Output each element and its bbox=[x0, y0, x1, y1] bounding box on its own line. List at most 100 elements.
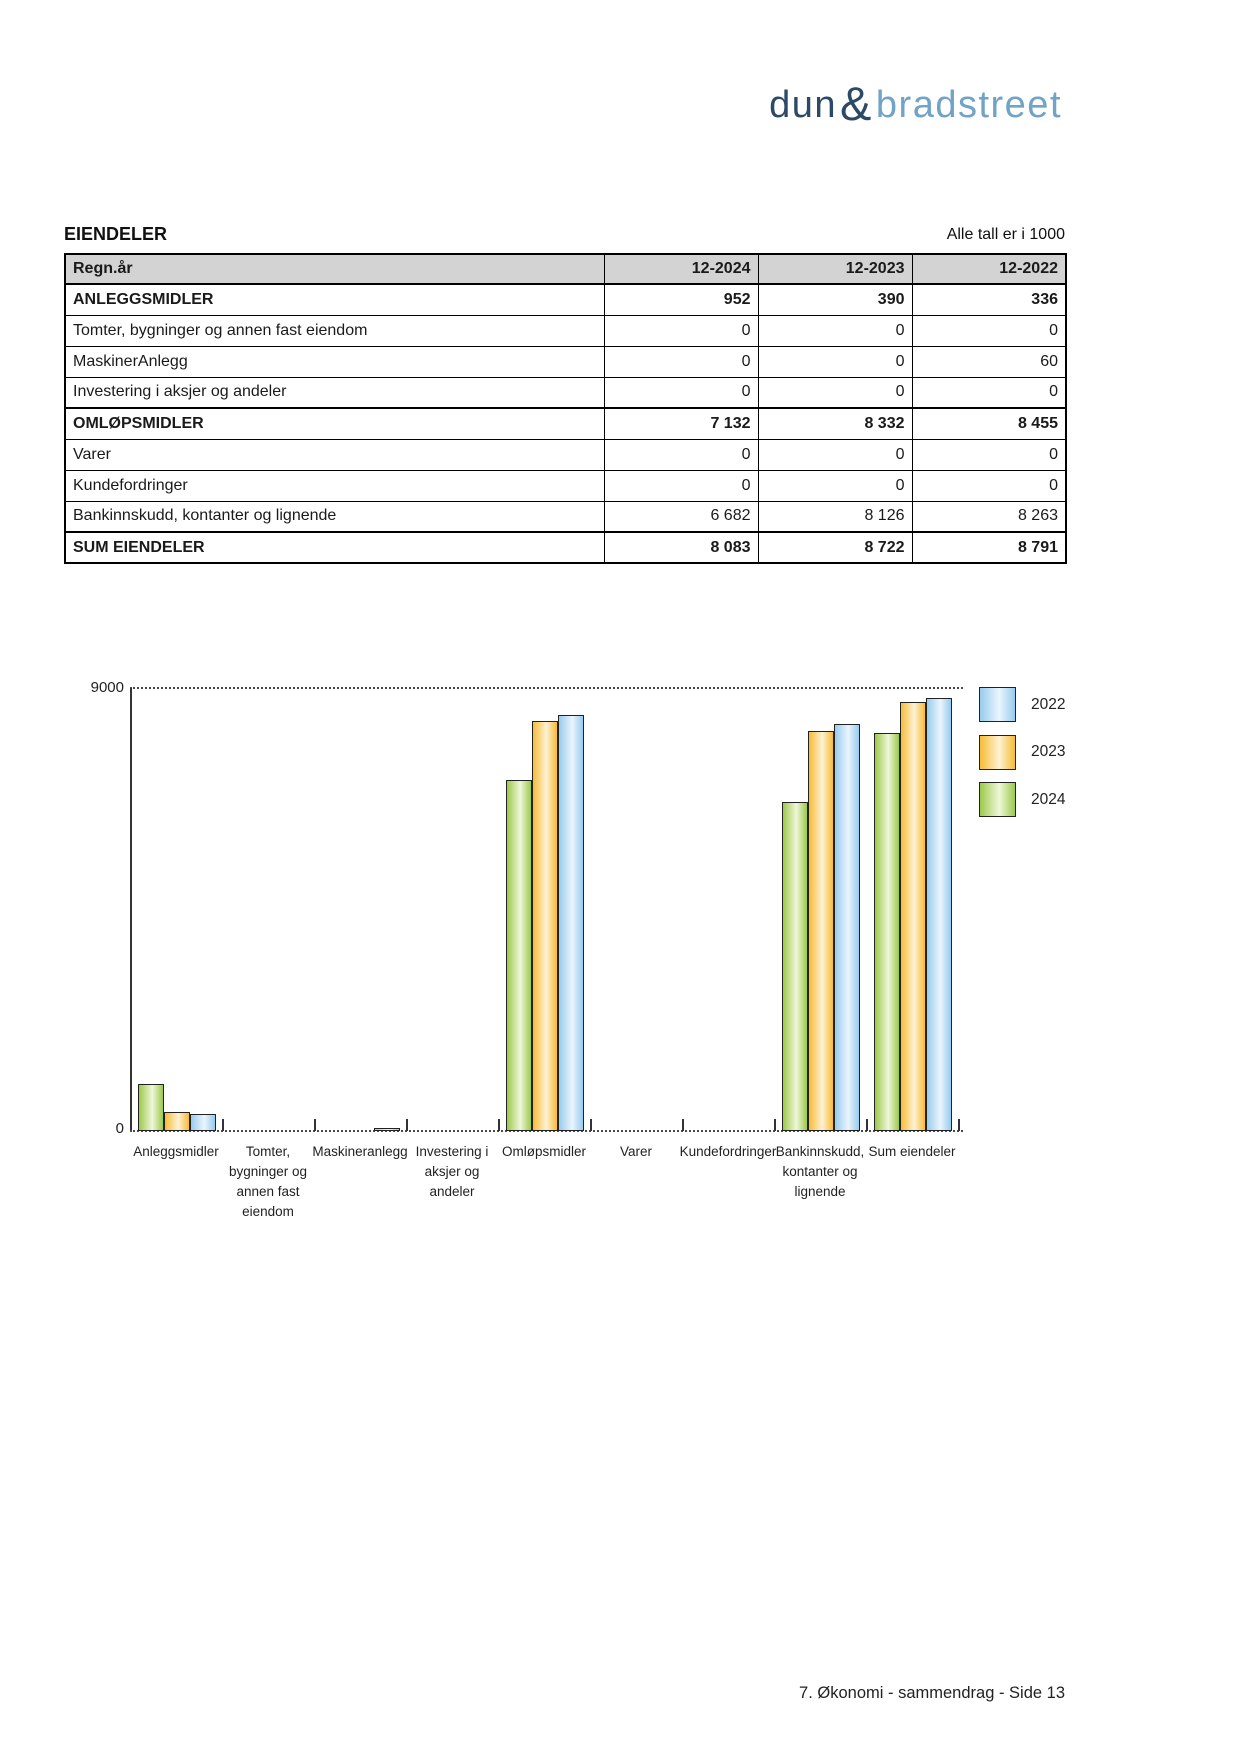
category-label-line: bygninger og bbox=[228, 1164, 308, 1179]
value-cell: 0 bbox=[911, 469, 1067, 502]
category-label-line: Maskineranlegg bbox=[312, 1144, 408, 1159]
x-axis-baseline bbox=[130, 1130, 963, 1132]
category-label-line: Tomter, bbox=[245, 1144, 291, 1159]
plot-area-y-axis bbox=[130, 688, 958, 1131]
category-label-line: eiendom bbox=[242, 1204, 294, 1219]
bar-2024 bbox=[782, 802, 808, 1131]
row-label-cell: Varer bbox=[64, 438, 605, 471]
axis-tick bbox=[774, 1119, 776, 1131]
category-label-line: Anleggsmidler bbox=[133, 1144, 219, 1159]
page-footer: 7. Økonomi - sammendrag - Side 13 bbox=[799, 1684, 1065, 1702]
value-cell: 0 bbox=[757, 469, 913, 502]
table-row: Varer 0 0 0 bbox=[64, 438, 1067, 471]
value-cell: 8 263 bbox=[911, 500, 1067, 533]
value-cell: 6 682 bbox=[603, 500, 759, 533]
bar-2023 bbox=[164, 1112, 190, 1131]
row-label-cell: Tomter, bygninger og annen fast eiendom bbox=[64, 314, 605, 347]
table-row: ANLEGGSMIDLER 952 390 336 bbox=[64, 283, 1067, 316]
value-cell: 952 bbox=[603, 283, 759, 316]
axis-tick bbox=[590, 1119, 592, 1131]
legend-item: 2024 bbox=[979, 782, 1065, 817]
table-header-cell: 12-2023 bbox=[757, 253, 913, 285]
financial-table: Regn.år 12-2024 12-2023 12-2022 ANLEGGSMIDL… bbox=[64, 253, 1067, 564]
legend-swatch-2023 bbox=[979, 734, 1016, 770]
bar-2024 bbox=[874, 733, 900, 1131]
category-label: Sum eiendeler bbox=[850, 1142, 974, 1162]
category-label-line: annen fast bbox=[236, 1184, 300, 1199]
value-cell: 0 bbox=[911, 376, 1067, 409]
units-note: Alle tall er i 1000 bbox=[946, 226, 1065, 243]
category-label: Investering i aksjer og andeler bbox=[390, 1142, 514, 1202]
value-cell: 60 bbox=[911, 345, 1067, 378]
value-cell: 8 455 bbox=[911, 407, 1067, 440]
table-row: SUM EIENDELER 8 083 8 722 8 791 bbox=[64, 531, 1067, 564]
value-cell: 0 bbox=[757, 345, 913, 378]
table-row: Investering i aksjer og andeler 0 0 0 bbox=[64, 376, 1067, 409]
row-label-cell: Kundefordringer bbox=[64, 469, 605, 502]
table-row: Bankinnskudd, kontanter og lignende 6 682… bbox=[64, 500, 1067, 533]
row-label-cell: MaskinerAnlegg bbox=[64, 345, 605, 378]
y-axis-label-max: 9000 bbox=[90, 679, 124, 696]
legend-item: 2022 bbox=[979, 687, 1065, 722]
bar-2022 bbox=[190, 1114, 216, 1131]
row-label-cell: Investering i aksjer og andeler bbox=[64, 376, 605, 409]
bar-2024 bbox=[138, 1084, 164, 1131]
axis-tick bbox=[498, 1119, 500, 1131]
value-cell: 336 bbox=[911, 283, 1067, 316]
value-cell: 0 bbox=[911, 314, 1067, 347]
gridline-9000 bbox=[130, 687, 963, 689]
bar-2023 bbox=[900, 702, 926, 1131]
bar-2022 bbox=[926, 698, 952, 1131]
category-label-line: Kundefordringer bbox=[679, 1144, 777, 1159]
table-row: Tomter, bygninger og annen fast eiendom 0… bbox=[64, 314, 1067, 347]
value-cell: 8 083 bbox=[603, 531, 759, 564]
axis-tick bbox=[866, 1119, 868, 1131]
row-label-cell: SUM EIENDELER bbox=[64, 531, 605, 564]
legend-swatch-2024 bbox=[979, 782, 1016, 817]
value-cell: 0 bbox=[757, 376, 913, 409]
value-cell: 0 bbox=[603, 376, 759, 409]
table-header-cell: 12-2024 bbox=[603, 253, 759, 285]
section-title: EIENDELER bbox=[64, 224, 168, 244]
bar-2023 bbox=[808, 731, 834, 1131]
logo-bradstreet-text: bradstreet bbox=[875, 84, 1062, 126]
category-label-line: Investering i bbox=[415, 1144, 489, 1159]
value-cell: 390 bbox=[757, 283, 913, 316]
category-label: Kundefordringer bbox=[666, 1142, 790, 1162]
table-header-cell: 12-2022 bbox=[911, 253, 1067, 285]
legend-label: 2022 bbox=[1031, 695, 1066, 713]
bar-2023 bbox=[532, 721, 558, 1131]
category-label: Tomter, bygninger og annen fast eiendom bbox=[206, 1142, 330, 1222]
table-header: Regn.år 12-2024 12-2023 12-2022 bbox=[64, 253, 1067, 285]
category-label-line: Bankinnskudd, bbox=[775, 1144, 865, 1159]
bar-2024 bbox=[506, 780, 532, 1131]
category-label-line: Varer bbox=[619, 1144, 652, 1159]
axis-tick bbox=[314, 1119, 316, 1131]
table-header-cell: Regn.år bbox=[64, 253, 605, 285]
bar-2022 bbox=[374, 1128, 400, 1131]
bar-2022 bbox=[834, 724, 860, 1131]
table-row: MaskinerAnlegg 0 0 60 bbox=[64, 345, 1067, 378]
axis-tick bbox=[222, 1119, 224, 1131]
bar-2022 bbox=[558, 715, 584, 1131]
category-label: Anleggsmidler bbox=[114, 1142, 238, 1162]
category-label-line: kontanter og bbox=[782, 1164, 858, 1179]
company-logo: dun & bradstreet bbox=[769, 76, 1062, 135]
category-label-line: aksjer og bbox=[424, 1164, 480, 1179]
value-cell: 0 bbox=[757, 314, 913, 347]
axis-tick bbox=[682, 1119, 684, 1131]
ampersand-icon: & bbox=[840, 77, 873, 130]
table-row: Kundefordringer 0 0 0 bbox=[64, 469, 1067, 502]
category-label-line: andeler bbox=[429, 1184, 475, 1199]
value-cell: 0 bbox=[603, 345, 759, 378]
value-cell: 8 791 bbox=[911, 531, 1067, 564]
row-label-cell: ANLEGGSMIDLER bbox=[64, 283, 605, 316]
value-cell: 8 332 bbox=[757, 407, 913, 440]
category-label: Omløpsmidler bbox=[482, 1142, 606, 1162]
value-cell: 0 bbox=[603, 438, 759, 471]
axis-tick bbox=[406, 1119, 408, 1131]
legend-label: 2023 bbox=[1031, 743, 1066, 760]
value-cell: 0 bbox=[757, 438, 913, 471]
table-row: OMLØPSMIDLER 7 132 8 332 8 455 bbox=[64, 407, 1067, 440]
